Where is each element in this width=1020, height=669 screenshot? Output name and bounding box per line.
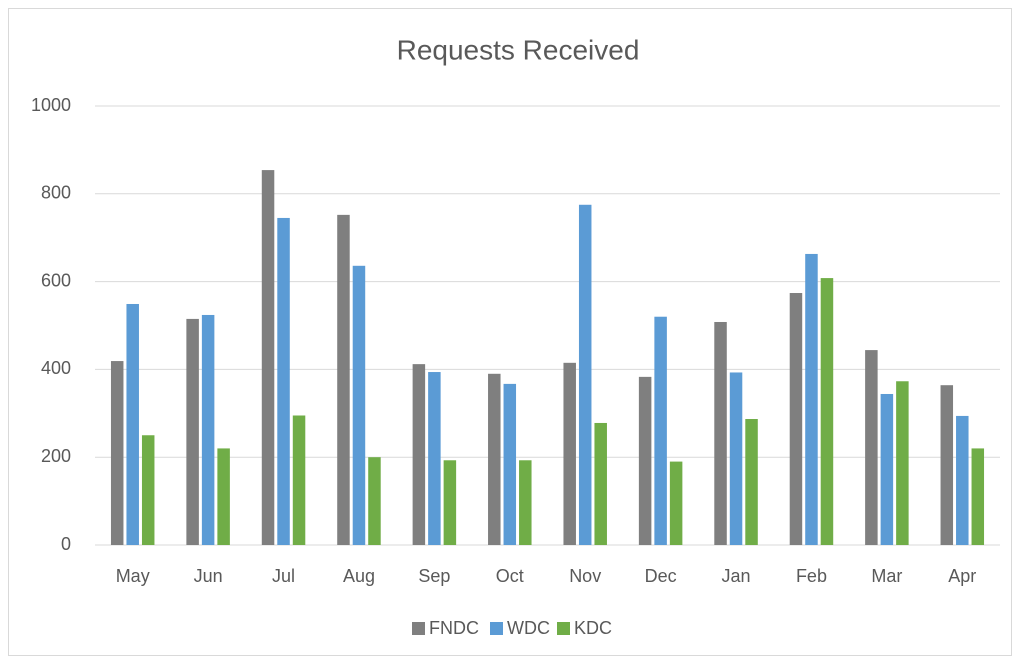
bar (654, 316, 667, 545)
bar (789, 293, 803, 545)
x-tick-label: Jun (194, 566, 223, 586)
legend-label: WDC (507, 618, 550, 638)
y-tick-label: 600 (41, 270, 71, 290)
bar (368, 457, 381, 545)
bar (261, 170, 275, 545)
legend-label: KDC (574, 618, 612, 638)
bar (729, 372, 743, 545)
bar (292, 415, 306, 545)
bar (337, 214, 350, 545)
x-tick-label: Nov (569, 566, 601, 586)
bar (126, 303, 139, 545)
bar (201, 314, 215, 545)
bar (880, 393, 894, 545)
x-tick-label: May (116, 566, 150, 586)
bar (110, 361, 124, 545)
bar (594, 422, 607, 545)
bar (428, 372, 441, 545)
legend-swatch (412, 622, 425, 635)
x-tick-label: Aug (343, 566, 375, 586)
bar (443, 460, 457, 545)
chart-border (8, 8, 1012, 656)
x-tick-label: Feb (796, 566, 827, 586)
bar (563, 362, 576, 545)
y-tick-label: 800 (41, 183, 71, 203)
bar (714, 321, 727, 545)
bar (488, 373, 501, 545)
x-tick-label: Jan (722, 566, 751, 586)
bar (503, 383, 517, 545)
bar (971, 448, 985, 545)
x-tick-label: Apr (948, 566, 976, 586)
y-tick-label: 200 (41, 446, 71, 466)
bar (141, 435, 155, 545)
bar (578, 204, 592, 545)
y-tick-label: 0 (61, 534, 71, 554)
chart-title: Requests Received (397, 34, 640, 65)
bar (412, 364, 426, 545)
x-tick-label: Jul (272, 566, 295, 586)
bar (896, 381, 909, 545)
x-tick-label: Mar (871, 566, 902, 586)
bar (956, 415, 969, 545)
bar (352, 265, 366, 545)
x-tick-label: Oct (496, 566, 524, 586)
x-tick-label: Sep (418, 566, 450, 586)
y-tick-label: 1000 (31, 95, 71, 115)
legend-swatch (557, 622, 570, 635)
bar (217, 448, 230, 545)
bar (669, 461, 683, 545)
bar (805, 253, 818, 545)
bar (745, 419, 758, 545)
bar (940, 385, 954, 545)
x-tick-label: Dec (645, 566, 677, 586)
y-tick-label: 400 (41, 358, 71, 378)
bar (820, 278, 834, 545)
bar (519, 460, 532, 545)
legend-label: FNDC (429, 618, 479, 638)
legend-swatch (490, 622, 503, 635)
bar (638, 376, 652, 545)
bar (865, 350, 878, 545)
bar (277, 217, 290, 545)
bar (186, 318, 199, 545)
